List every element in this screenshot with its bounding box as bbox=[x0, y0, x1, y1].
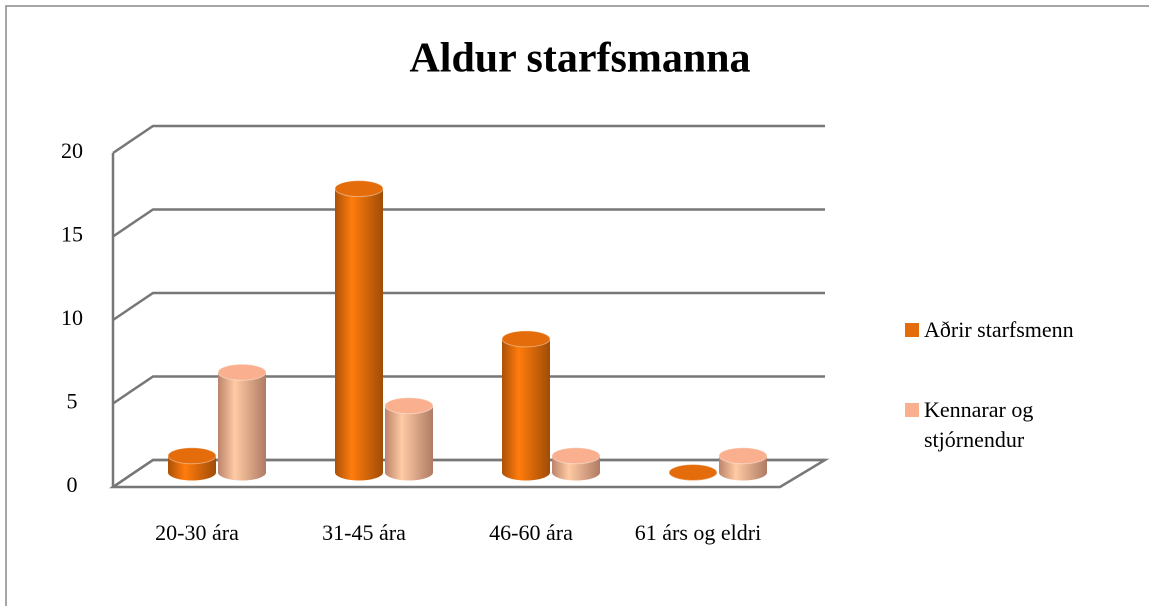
grid-line bbox=[112, 458, 825, 489]
x-tick-label: 20-30 ára bbox=[155, 520, 239, 545]
legend-label: Aðrir starfsmenn bbox=[924, 317, 1074, 342]
bar-top bbox=[334, 180, 384, 198]
bar-top bbox=[384, 397, 434, 415]
bar-top bbox=[501, 330, 551, 348]
bar bbox=[334, 180, 384, 481]
bar bbox=[384, 397, 434, 481]
y-tick-label: 0 bbox=[67, 472, 78, 497]
bar-body bbox=[335, 188, 383, 481]
y-tick-label: 15 bbox=[61, 222, 83, 247]
chart-border bbox=[5, 5, 1149, 606]
bar-body bbox=[502, 338, 550, 481]
bar-top bbox=[217, 363, 267, 381]
y-tick-label: 5 bbox=[67, 389, 78, 414]
bar-body bbox=[218, 372, 266, 481]
bar bbox=[501, 330, 551, 481]
bar-top bbox=[668, 464, 718, 481]
y-tick-label: 10 bbox=[61, 305, 83, 330]
bar-top bbox=[718, 447, 768, 465]
bar-top bbox=[551, 447, 601, 465]
bar-top bbox=[167, 447, 217, 465]
bar bbox=[718, 447, 768, 481]
x-tick-label: 61 árs og eldri bbox=[634, 520, 762, 545]
grid-line bbox=[112, 291, 825, 322]
chart-title: Aldur starfsmanna bbox=[409, 36, 750, 82]
legend-swatch bbox=[905, 403, 919, 417]
bar bbox=[167, 447, 217, 481]
grid-line bbox=[112, 375, 825, 405]
bar bbox=[551, 447, 601, 481]
bar bbox=[217, 363, 267, 481]
grid-line bbox=[112, 124, 825, 155]
legend-label: Kennarar og stjórnendur bbox=[924, 397, 1034, 452]
x-tick-label: 31-45 ára bbox=[322, 520, 406, 545]
legend-swatch bbox=[905, 323, 919, 337]
bar bbox=[668, 464, 718, 481]
bar-body bbox=[385, 405, 434, 481]
x-tick-label: 46-60 ára bbox=[489, 520, 573, 545]
grid-line bbox=[112, 208, 825, 238]
y-tick-label: 20 bbox=[61, 138, 83, 163]
